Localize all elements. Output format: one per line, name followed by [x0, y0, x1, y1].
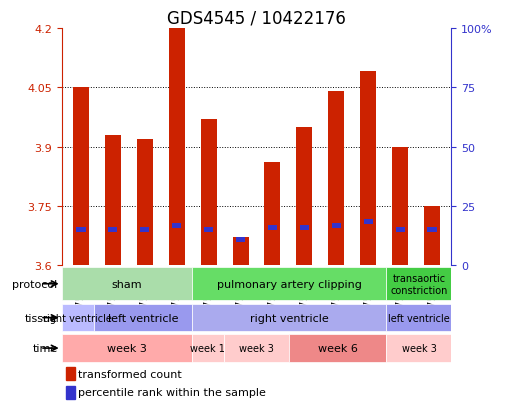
- Bar: [268, 225, 277, 230]
- Text: week 3: week 3: [402, 343, 437, 353]
- FancyBboxPatch shape: [386, 335, 451, 362]
- FancyBboxPatch shape: [191, 267, 386, 301]
- Title: GDS4545 / 10422176: GDS4545 / 10422176: [167, 9, 346, 27]
- Text: pulmonary artery clipping: pulmonary artery clipping: [216, 279, 362, 289]
- Bar: [136, 139, 153, 266]
- Text: week 1: week 1: [190, 343, 225, 353]
- Bar: [169, 29, 185, 266]
- Bar: [236, 237, 245, 242]
- Bar: [331, 224, 341, 228]
- Bar: [360, 72, 377, 266]
- Bar: [364, 220, 373, 224]
- Text: left ventricle: left ventricle: [388, 313, 450, 323]
- Text: week 6: week 6: [318, 343, 358, 353]
- Bar: [297, 128, 312, 266]
- Text: time: time: [32, 343, 57, 353]
- Bar: [232, 238, 248, 266]
- Bar: [396, 228, 405, 233]
- Bar: [76, 228, 86, 233]
- Text: tissue: tissue: [25, 313, 57, 323]
- Bar: [427, 228, 437, 233]
- FancyBboxPatch shape: [62, 304, 94, 332]
- FancyBboxPatch shape: [224, 335, 289, 362]
- Bar: [172, 224, 182, 228]
- FancyBboxPatch shape: [386, 267, 451, 301]
- Bar: [392, 147, 408, 266]
- Bar: [66, 367, 74, 380]
- Bar: [265, 163, 281, 266]
- FancyBboxPatch shape: [191, 304, 386, 332]
- Bar: [204, 228, 213, 233]
- Text: week 3: week 3: [107, 343, 147, 353]
- Text: week 3: week 3: [239, 343, 274, 353]
- Bar: [66, 386, 74, 399]
- Text: transaortic
constriction: transaortic constriction: [390, 273, 448, 295]
- Bar: [424, 206, 440, 266]
- Bar: [108, 228, 117, 233]
- Text: right ventricle: right ventricle: [44, 313, 112, 323]
- Text: percentile rank within the sample: percentile rank within the sample: [78, 387, 266, 397]
- Text: left ventricle: left ventricle: [108, 313, 178, 323]
- Bar: [105, 135, 121, 266]
- Text: sham: sham: [111, 279, 142, 289]
- Bar: [140, 228, 149, 233]
- FancyBboxPatch shape: [191, 335, 224, 362]
- Bar: [73, 88, 89, 266]
- Text: protocol: protocol: [12, 279, 57, 289]
- Text: right ventricle: right ventricle: [250, 313, 328, 323]
- FancyBboxPatch shape: [62, 335, 191, 362]
- Bar: [300, 225, 309, 230]
- Text: transformed count: transformed count: [78, 369, 182, 379]
- FancyBboxPatch shape: [289, 335, 386, 362]
- FancyBboxPatch shape: [94, 304, 191, 332]
- FancyBboxPatch shape: [62, 267, 191, 301]
- Bar: [201, 120, 216, 266]
- Bar: [328, 92, 344, 266]
- FancyBboxPatch shape: [386, 304, 451, 332]
